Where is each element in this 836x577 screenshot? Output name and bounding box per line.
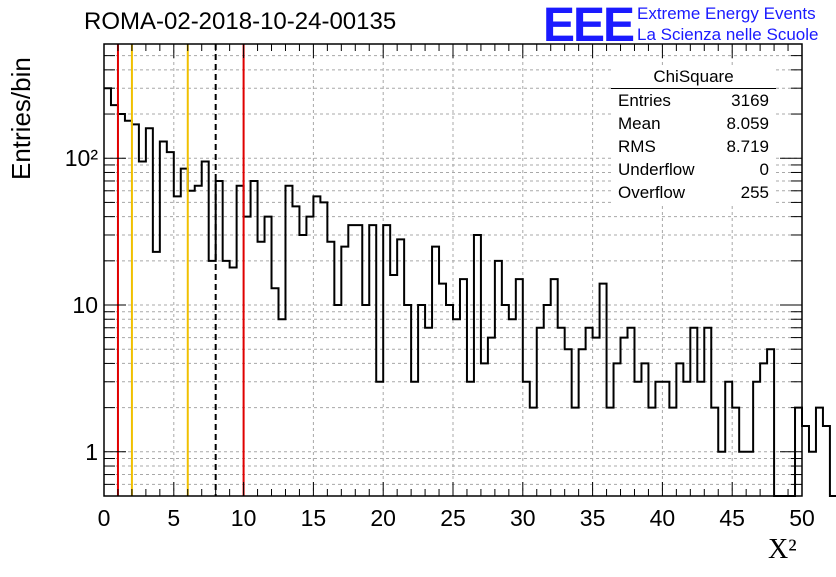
x-tick-label: 45: [719, 505, 745, 531]
stats-key: Entries: [618, 91, 671, 110]
y-tick-label: 10: [72, 292, 98, 318]
stats-value: 0: [759, 160, 769, 179]
x-tick-label: 40: [650, 505, 676, 531]
x-tick-label: 20: [370, 505, 396, 531]
logo-line-2: La Scienza nelle Scuole: [637, 25, 819, 44]
stats-value: 255: [740, 183, 769, 202]
x-tick-label: 30: [510, 505, 536, 531]
run-title: ROMA-02-2018-10-24-00135: [84, 8, 397, 35]
x-tick-label: 0: [98, 505, 111, 531]
stats-row: Overflow 255: [611, 181, 776, 204]
y-axis-label: Entries/bin: [6, 57, 36, 180]
stats-key: RMS: [618, 137, 656, 156]
stats-value: 3169: [731, 91, 769, 110]
logo-caption: Extreme Energy Events La Scienza nelle S…: [637, 3, 818, 45]
y-tick-label: 10²: [65, 145, 99, 171]
x-axis-label: X²: [768, 534, 797, 565]
stats-title: ChiSquare: [611, 66, 776, 89]
stats-value: 8.719: [726, 137, 769, 156]
x-tick-label: 35: [580, 505, 606, 531]
stats-key: Mean: [618, 114, 661, 133]
x-tick-label: 25: [440, 505, 466, 531]
stats-key: Underflow: [618, 160, 695, 179]
logo-line-1: Extreme Energy Events: [637, 4, 816, 23]
x-tick-label: 5: [167, 505, 180, 531]
x-tick-label: 15: [301, 505, 327, 531]
x-tick-label: 10: [231, 505, 257, 531]
histogram-line: [104, 87, 836, 497]
y-tick-label: 1: [85, 439, 98, 465]
stats-box: ChiSquare Entries 3169 Mean 8.059 RMS 8.…: [611, 66, 776, 206]
eee-logo: EEE: [543, 0, 635, 52]
x-tick-label: 50: [789, 505, 815, 531]
stats-key: Overflow: [618, 183, 686, 202]
stats-row: Underflow 0: [611, 158, 776, 181]
stats-value: 8.059: [726, 114, 769, 133]
stats-row: RMS 8.719: [611, 135, 776, 158]
stats-row: Mean 8.059: [611, 112, 776, 135]
stats-row: Entries 3169: [611, 89, 776, 112]
